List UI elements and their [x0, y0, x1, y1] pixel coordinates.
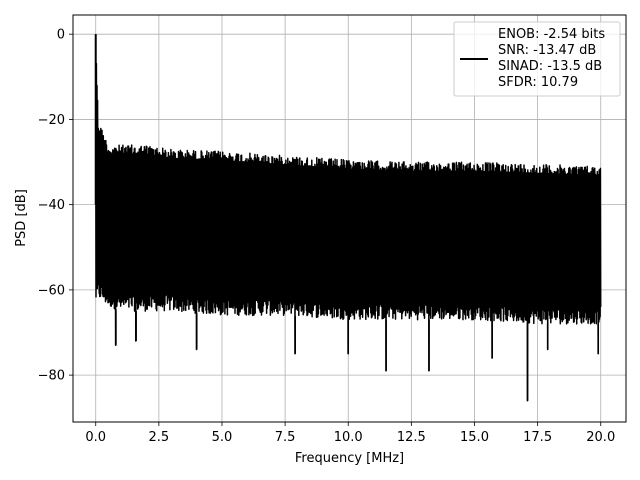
y-axis-label: PSD [dB] [14, 189, 29, 247]
y-tick-label: −20 [38, 113, 65, 128]
legend-entry-sinad: SINAD: -13.5 dB [498, 59, 602, 74]
y-tick-label: −60 [38, 283, 65, 298]
legend-entry-sfdr: SFDR: 10.79 [498, 75, 578, 90]
x-tick-label: 20.0 [586, 430, 615, 445]
axes-frame [72, 14, 627, 423]
x-tick-label: 7.5 [275, 430, 296, 445]
legend-entry-snr: SNR: -13.47 dB [498, 43, 596, 58]
plot-area [94, 34, 602, 402]
legend-entry-enob: ENOB: -2.54 bits [498, 27, 605, 42]
y-tick-label: 0 [57, 28, 65, 43]
x-tick-label: 2.5 [149, 430, 170, 445]
x-tick-label: 5.0 [212, 430, 233, 445]
legend-box [453, 21, 621, 97]
x-tick-label: 12.5 [397, 430, 426, 445]
series-layer [94, 34, 602, 402]
y-tick-label: −80 [38, 369, 65, 384]
legend: ENOB: -2.54 bits SNR: -13.47 dB SINAD: -… [453, 21, 621, 97]
psd-dense-band [95, 42, 601, 299]
y-axis: 0 −20 −40 −60 −80 [38, 28, 73, 384]
x-axis: 0.0 2.5 5.0 7.5 10.0 12.5 15.0 17.5 20.0 [85, 422, 615, 445]
x-axis-label: Frequency [MHz] [295, 451, 404, 466]
x-tick-label: 0.0 [85, 430, 106, 445]
x-tick-label: 10.0 [334, 430, 363, 445]
x-tick-label: 15.0 [460, 430, 489, 445]
x-tick-label: 17.5 [523, 430, 552, 445]
y-tick-label: −40 [38, 198, 65, 213]
